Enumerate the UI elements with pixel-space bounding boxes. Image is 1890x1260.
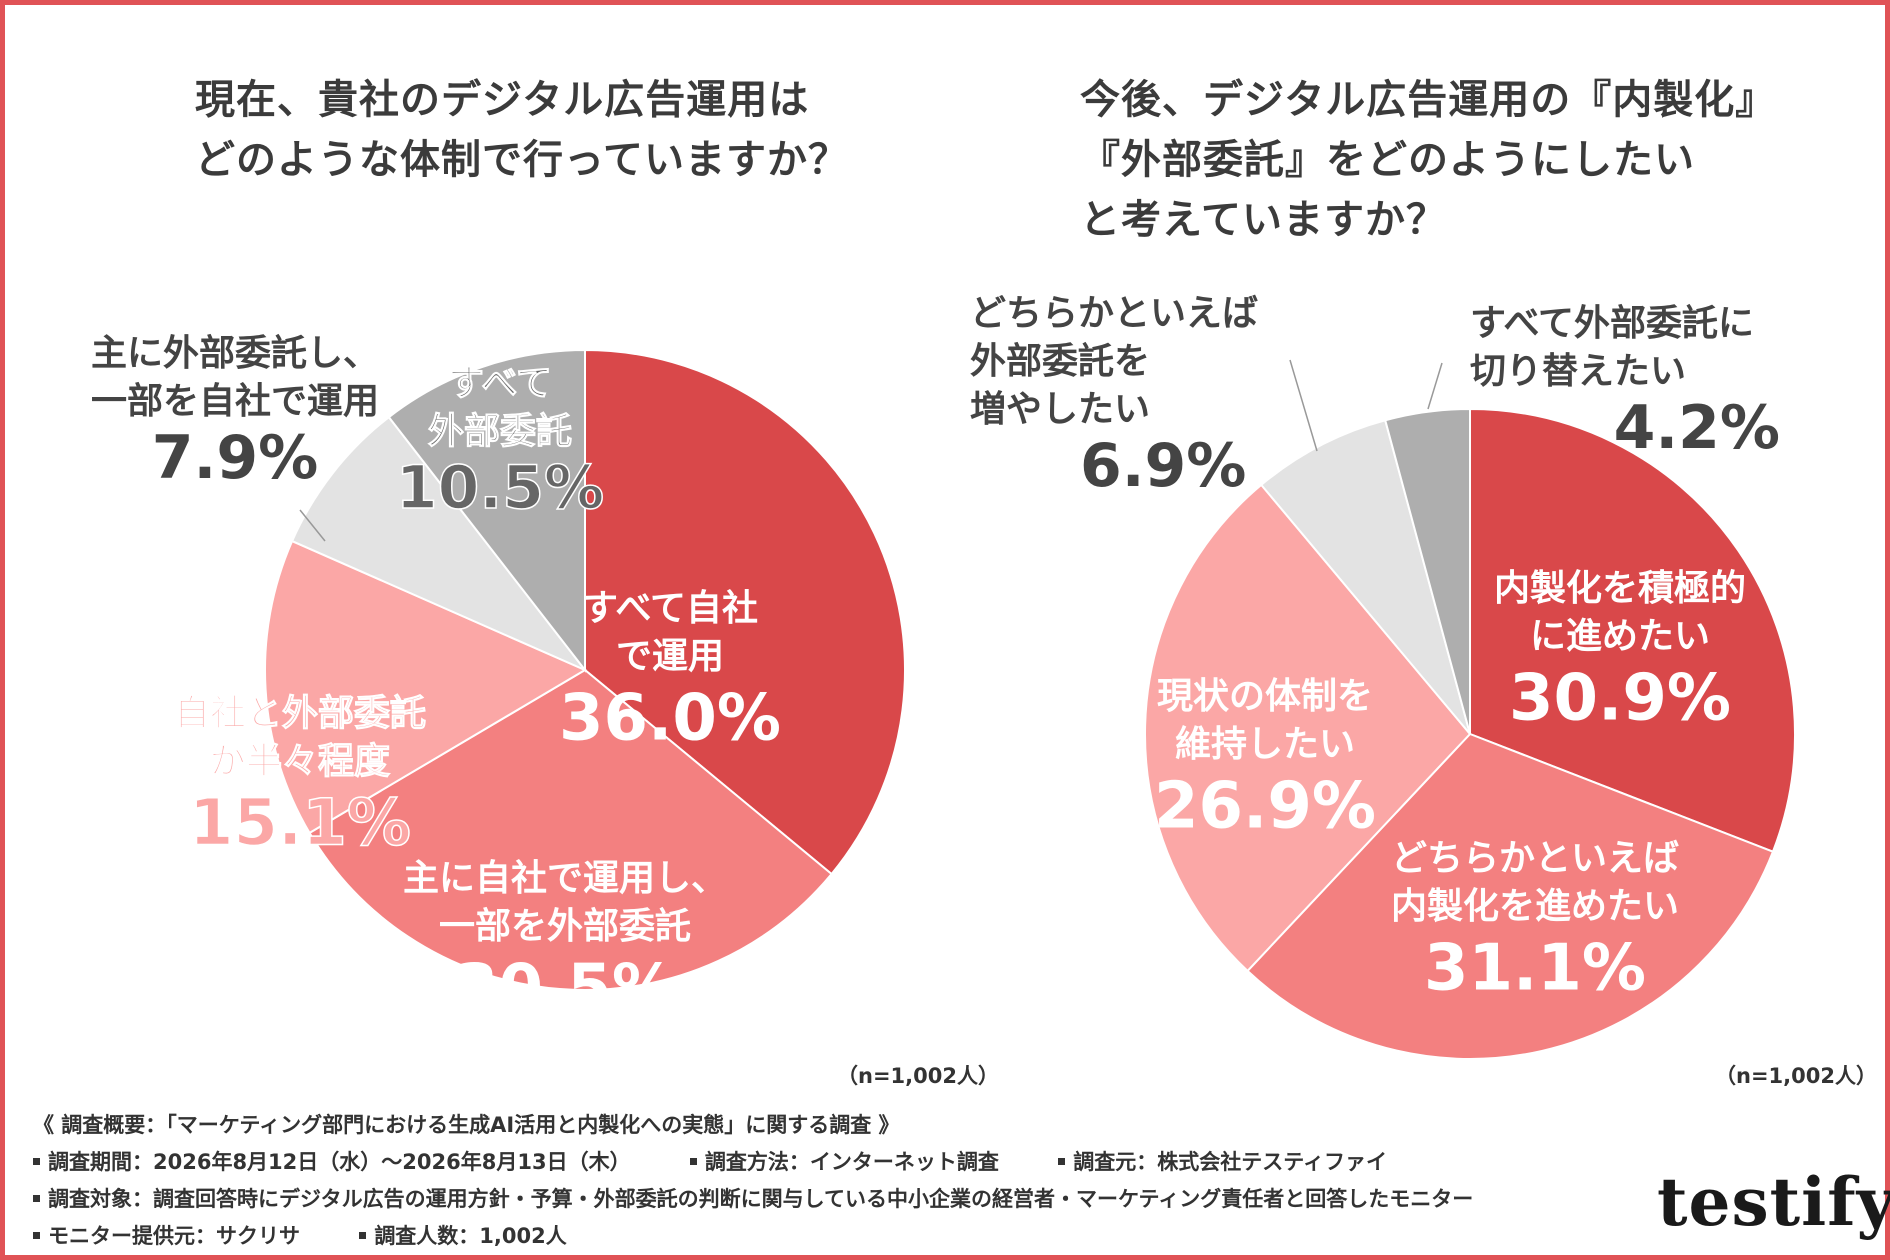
chart2-pie-slice-2 bbox=[1246, 732, 1775, 1060]
chart2-slice-label-line: すべて外部委託に bbox=[1470, 303, 1754, 344]
bullet-icon bbox=[359, 1231, 367, 1239]
chart1-title-line: どのような体制で行っていますか？ bbox=[195, 137, 849, 183]
survey-method-item: 調査方法：インターネット調査 bbox=[689, 1144, 999, 1181]
survey-source: 調査元：株式会社テスティファイ bbox=[1073, 1150, 1387, 1174]
chart2-slice-value: 30.9% bbox=[1509, 662, 1731, 736]
survey-period: 調査期間：2026年8月12日（水）～2026年8月13日（木） bbox=[48, 1150, 631, 1174]
chart2-pie-slice-3 bbox=[1144, 483, 1472, 973]
chart1-pie-slice-4 bbox=[290, 415, 586, 671]
chart2-slice-label-line: 増やしたい bbox=[970, 389, 1150, 430]
chart1-slice-value: 15.1% bbox=[189, 787, 411, 861]
chart2-slice-label-line: どちらかといえば bbox=[970, 293, 1258, 334]
bullet-icon bbox=[33, 1157, 40, 1165]
chart1-slice-value: 10.5% bbox=[396, 453, 604, 523]
survey-respondents: 調査人数：1,002人 bbox=[374, 1224, 567, 1248]
chart2-slice-value: 31.1% bbox=[1424, 932, 1646, 1006]
chart1-pie-slice-1 bbox=[584, 348, 906, 876]
chart1-slice-label-line: 一部を外部委託 bbox=[439, 906, 691, 947]
chart2-slice-label-line: どちらかといえば bbox=[1391, 838, 1679, 879]
chart1-slice-label-line: 主に自社で運用し、 bbox=[403, 858, 727, 899]
chart2-title: 今後、デジタル広告運用の『内製化』 『外部委託』をどのようにしたい と考えていま… bbox=[1080, 70, 1776, 250]
chart1-title-line: 現在、貴社のデジタル広告運用は bbox=[195, 77, 810, 123]
chart2-slice-label-line: に進めたい bbox=[1530, 616, 1710, 657]
bullet-icon bbox=[1058, 1157, 1066, 1165]
testify-logo: testify bbox=[1657, 1163, 1890, 1241]
chart1-title: 現在、貴社のデジタル広告運用は どのような体制で行っていますか？ bbox=[195, 70, 849, 190]
chart2-slice-label-line: 現状の体制を bbox=[1157, 676, 1373, 717]
chart2-leader-line bbox=[1427, 362, 1443, 410]
chart1-slice-value: 7.9% bbox=[152, 423, 318, 493]
survey-provider-item: モニター提供元：サクリサ bbox=[33, 1218, 300, 1255]
bullet-icon bbox=[689, 1157, 697, 1165]
survey-target: 調査対象：調査回答時にデジタル広告の運用方針・予算・外部委託の判断に関与している… bbox=[48, 1187, 1474, 1211]
bullet-icon bbox=[33, 1194, 40, 1202]
survey-target-item: 調査対象：調査回答時にデジタル広告の運用方針・予算・外部委託の判断に関与している… bbox=[33, 1181, 1473, 1218]
chart2-slice-label-line: 維持したい bbox=[1175, 724, 1355, 765]
survey-source-item: 調査元：株式会社テスティファイ bbox=[1058, 1144, 1387, 1181]
chart1-slice-label-line: 自社と外部委託 bbox=[174, 693, 426, 734]
chart2-slice-value: 26.9% bbox=[1154, 770, 1376, 844]
chart1-leader-line bbox=[299, 509, 326, 542]
chart2-sample-size: （n=1,002人） bbox=[1715, 1064, 1877, 1088]
chart1-pie-slice-5 bbox=[387, 348, 586, 673]
chart1-slice-value: 30.5% bbox=[454, 952, 676, 1026]
chart1-slice-value: 36.0% bbox=[559, 682, 781, 756]
chart2-slice-label-line: 内製化を積極的 bbox=[1494, 568, 1746, 609]
chart2-title-line: 『外部委託』をどのようにしたい bbox=[1080, 137, 1695, 183]
chart1-pie-slice-2 bbox=[308, 668, 833, 991]
chart2-slice-value: 4.2% bbox=[1614, 393, 1780, 463]
chart2-slice-label-line: 切り替えたい bbox=[1470, 351, 1686, 392]
chart2-slice-value: 6.9% bbox=[1080, 431, 1246, 501]
survey-method: 調査方法：インターネット調査 bbox=[704, 1150, 999, 1174]
chart1-slice-label-line: 主に外部委託し、 bbox=[91, 333, 379, 374]
survey-heading: 《 調査概要：「マーケティング部門における生成AI活用と内製化への実態」に関する… bbox=[33, 1113, 900, 1137]
chart1-pie-slice-3 bbox=[264, 539, 588, 835]
chart2-slice-label-line: 外部委託を bbox=[970, 341, 1150, 382]
survey-period-item: 調査期間：2026年8月12日（水）～2026年8月13日（木） bbox=[33, 1144, 631, 1181]
chart2-pie-slice-5 bbox=[1384, 407, 1471, 735]
survey-provider: モニター提供元：サクリサ bbox=[48, 1224, 300, 1248]
chart2-title-line: 今後、デジタル広告運用の『内製化』 bbox=[1080, 77, 1777, 123]
chart2-pie-slice-4 bbox=[1259, 419, 1471, 735]
chart2-leader-line bbox=[1289, 359, 1318, 452]
chart1-label-slice-2: 主に自社で運用し、一部を外部委託 30.5% bbox=[403, 858, 727, 1026]
bullet-icon bbox=[33, 1231, 40, 1239]
chart2-title-line: と考えていますか？ bbox=[1080, 197, 1447, 243]
chart1-sample-size: （n=1,002人） bbox=[837, 1064, 999, 1088]
chart1-slice-label-line: すべて自社 bbox=[582, 588, 758, 629]
chart2-pie-slice-1 bbox=[1469, 407, 1796, 854]
chart1-slice-label-line: すべて bbox=[448, 363, 552, 404]
pie-chart-future-plan: 内製化を積極的に進めたい30.9%どちらかといえば内製化を進めたい31.1%現状… bbox=[970, 293, 1796, 1060]
chart2-slice-label-line: 内製化を進めたい bbox=[1391, 886, 1679, 927]
chart1-slice-label-line: で運用 bbox=[616, 636, 724, 677]
chart1-slice-label-line: 外部委託 bbox=[428, 411, 572, 452]
survey-respondents-item: 調査人数：1,002人 bbox=[359, 1218, 567, 1255]
chart1-slice-label-line: 一部を自社で運用 bbox=[91, 381, 379, 422]
chart1-slice-label-line: が半々程度 bbox=[210, 741, 390, 782]
survey-overview: 《 調査概要：「マーケティング部門における生成AI活用と内製化への実態」に関する… bbox=[33, 1107, 1473, 1255]
